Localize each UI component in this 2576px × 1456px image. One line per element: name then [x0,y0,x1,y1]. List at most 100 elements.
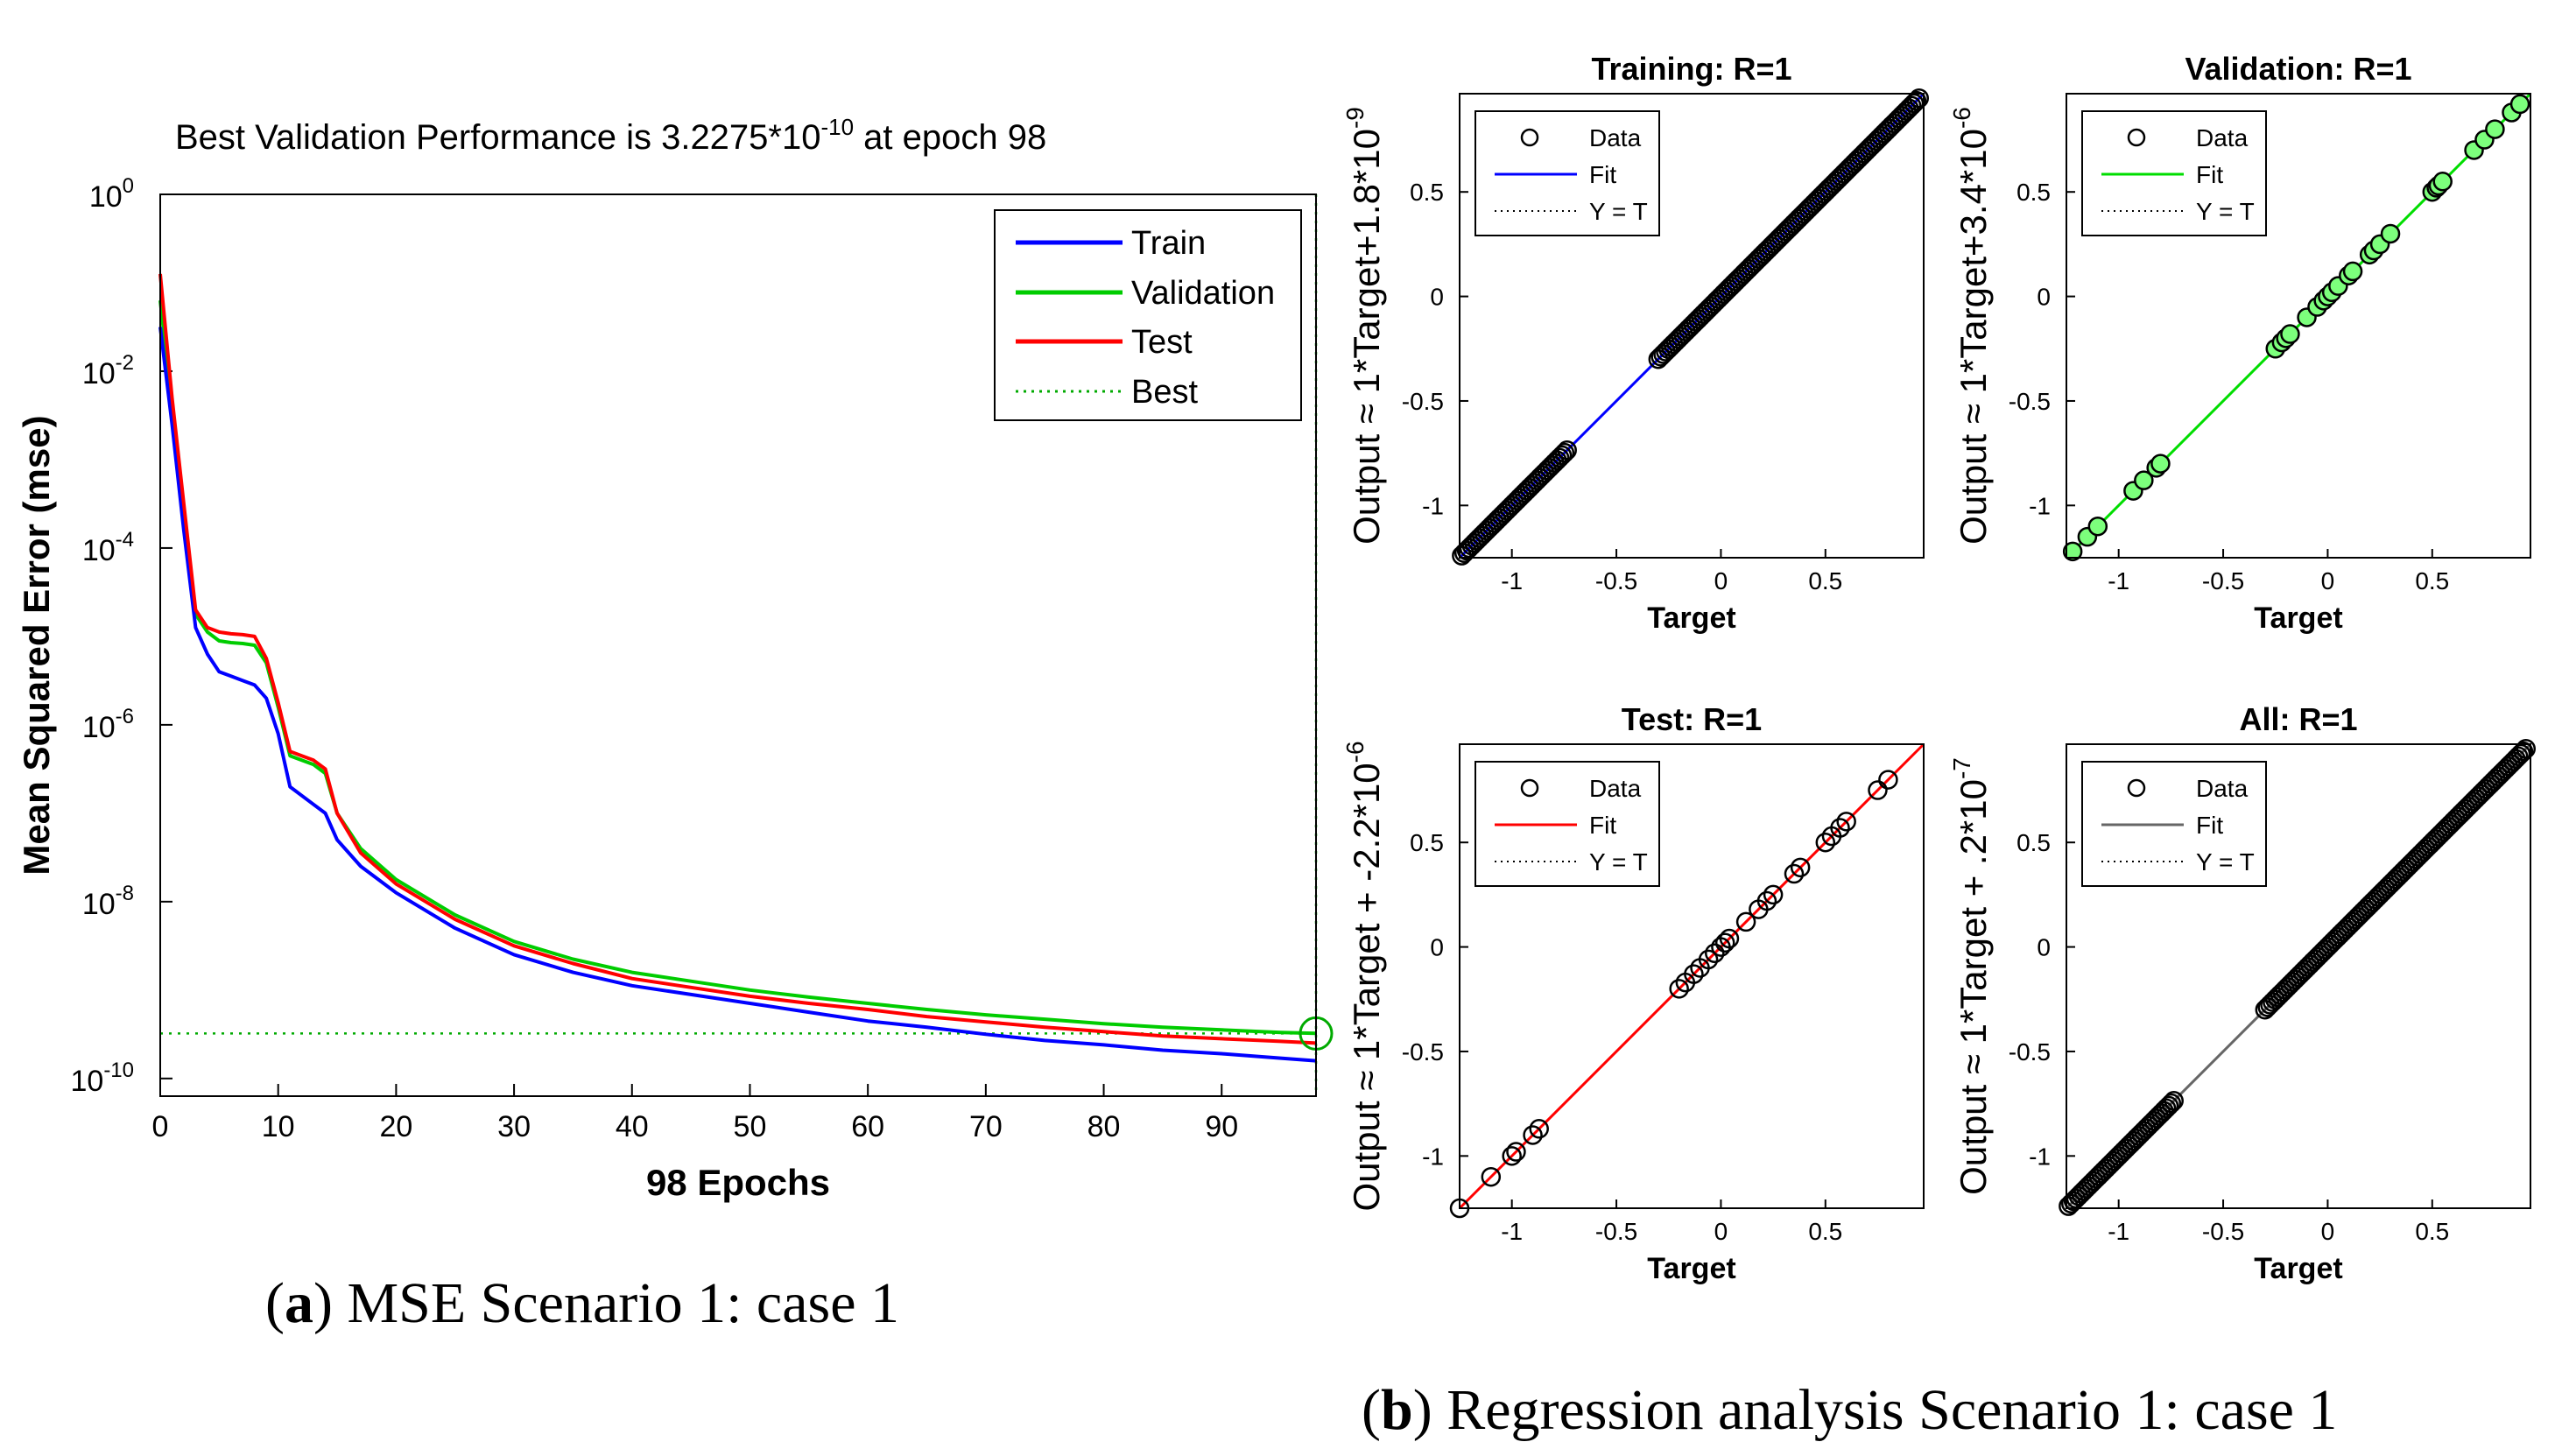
reg-xtick-label: -1 [1501,1218,1523,1245]
reg-data-point [1665,331,1686,352]
reg-data-point [1731,266,1751,286]
reg-data-point [2149,1106,2169,1126]
reg-data-point [2508,746,2529,767]
reg-data-point [1859,138,1879,158]
reg-data-point [2338,917,2358,937]
reg-data-point [2503,751,2523,771]
reg-data-point [2362,891,2383,912]
reg-data-point [1778,218,1799,239]
reg-data-point [2506,749,2526,769]
reg-data-point [1454,543,1475,563]
reg-xtick-label: 0 [2321,1218,2335,1245]
reg-data-point [1889,108,1910,129]
reg-data-point [1676,321,1696,341]
reg-axes-frame [2066,93,2531,559]
reg-data-point [2347,906,2368,927]
mse-xtick-label: 30 [497,1110,531,1143]
reg-data-point [2473,781,2494,802]
reg-data-point [2403,851,2424,872]
reg-data-point [2255,999,2276,1020]
reg-data-point [1788,208,1809,229]
reg-ytick-label: 0.5 [1410,179,1444,206]
reg-data-point [1851,145,1872,166]
reg-data-point [1899,98,1919,118]
reg-data-point [2091,1164,2111,1184]
reg-data-point [2373,882,2393,902]
reg-data-point [1811,186,1832,207]
reg-data-point [2080,1173,2101,1194]
reg-data-point [1648,348,1669,369]
reg-data-point [2126,1129,2146,1149]
mse-series-validation [158,299,1317,1036]
reg-legend-label-fit: Fit [1589,161,1616,188]
reg-data-point [1836,161,1856,181]
mse-ticks: 0 10 20 30 40 50 60 70 80 90 100 10-2 10-4 10-6 10-8 10… [70,174,1238,1143]
mse-xlabel: 98 Epochs [646,1162,830,1203]
reg-data-point [1476,520,1497,541]
reg-data-point [1749,249,1769,269]
reg-data-point [1549,447,1570,468]
reg-data-point [1756,890,1777,911]
reg-data-point [1733,264,1754,285]
reg-data-point [1484,513,1504,533]
reg-data-point [1883,113,1904,134]
reg-data-point [1894,103,1914,123]
reg-data-point [2118,1136,2139,1157]
reg-data-point [2063,1191,2084,1212]
reg-data-point [1746,251,1766,271]
reg-xtick-label: 0.5 [2415,567,2449,594]
reg-data-point [1715,281,1736,302]
reg-xlabel: Target [1647,1252,1735,1285]
reg-data-point [2393,862,2413,882]
mse-ytick-label: 10-4 [82,528,134,567]
reg-data-point [1469,528,1489,548]
reg-data-point [1866,130,1887,151]
reg-axes-frame [1459,743,1925,1209]
reg-data-point [1719,928,1740,949]
reg-ytick-label: 0.5 [2016,829,2051,856]
reg-legend-label-data: Data [1589,775,1642,802]
reg-data-point [1726,271,1746,292]
reg-data-point [1786,211,1806,231]
reg-data-point [2418,836,2439,857]
reg-data-point [2475,778,2496,799]
reg-data-point [2123,1130,2144,1151]
mse-xtick-label: 60 [851,1110,884,1143]
reg-data-point [2342,261,2363,282]
reg-data-point [2382,871,2404,892]
reg-data-point [2315,939,2335,960]
reg-data-point [1489,508,1510,528]
mse-ytick-label: 100 [89,174,134,214]
reg-data-point [1504,493,1524,513]
reg-data-point [2435,819,2456,840]
reg-data-point [2156,1098,2177,1119]
reg-data-point [2355,899,2375,919]
reg-data-point [2488,766,2509,787]
reg-data-point [2108,1146,2129,1166]
reg-data-point [1791,206,1812,227]
reg-ytick-label: -0.5 [1402,1038,1444,1066]
reg-data-point [2292,961,2313,982]
reg-data-point [1698,299,1719,320]
reg-data-point [1656,341,1676,362]
reg-data-point [2470,784,2491,805]
reg-data-point [2458,796,2479,817]
reg-data-point [2300,954,2320,974]
reg-legend-label-identity: Y = T [1589,848,1648,876]
reg-ylabel: Output ≈ 1*Target+3.4*10-6 [1948,107,1994,545]
reg-data-point [2360,894,2381,915]
reg-data-point [2059,1196,2079,1216]
regression-panel-all: All: R=1 -1 -0.5 0 0.5 -1 -0.5 0 0.5 Target Output… [1948,701,2536,1285]
reg-data-point [1828,168,1849,189]
reg-data-point [2330,925,2350,945]
reg-ytick-label: -1 [1422,1143,1444,1170]
reg-data-point [1868,780,1888,800]
reg-title: All: R=1 [2239,701,2357,737]
reg-data-point [1738,258,1759,279]
reg-data-point [1669,979,1689,999]
mse-chart: Best Validation Performance is 3.2275*10… [16,114,1334,1203]
reg-ylabel: Output ≈ 1*Target + .2*10-7 [1948,757,1994,1195]
reg-data-point [1839,158,1859,179]
mse-legend: Train Validation Test Best [994,209,1302,421]
reg-data-point [1906,90,1927,111]
